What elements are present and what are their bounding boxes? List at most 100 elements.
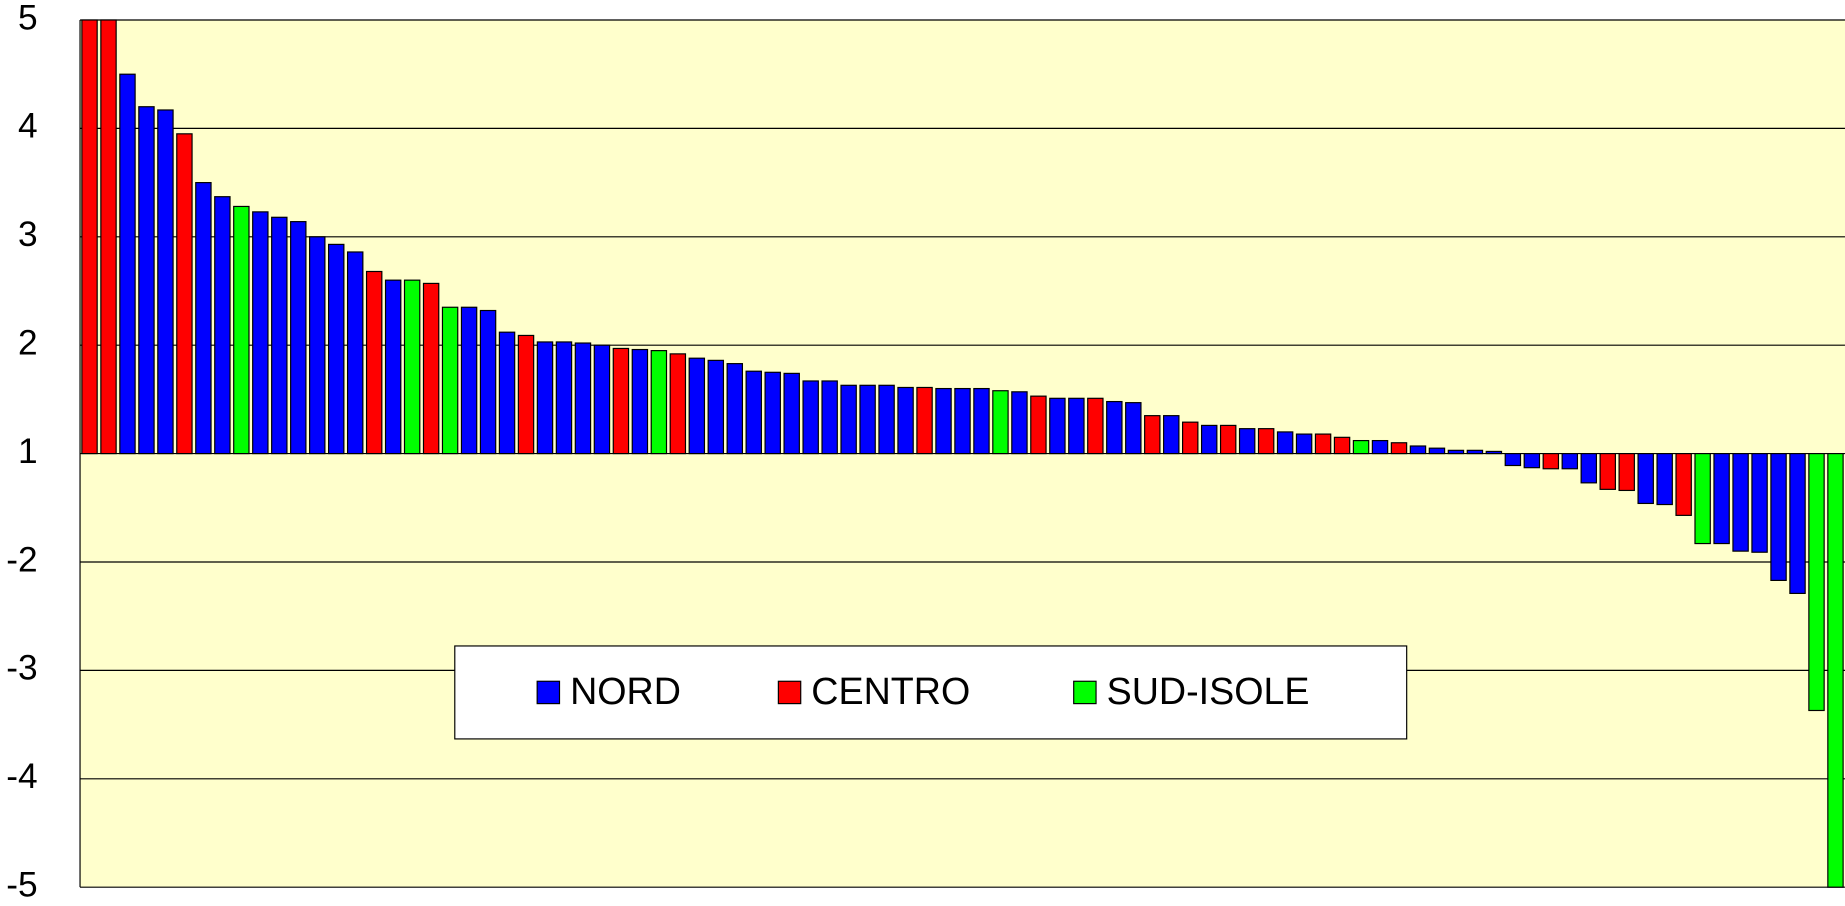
bar: [1106, 400, 1123, 455]
legend-label: CENTRO: [811, 670, 970, 712]
bar: [1580, 453, 1598, 484]
bar: [1656, 453, 1673, 506]
bar: [1371, 439, 1389, 455]
bar: [1466, 449, 1484, 455]
bar: [1030, 395, 1047, 455]
bar: [1789, 453, 1806, 595]
bar: [1808, 453, 1825, 712]
bar: [954, 387, 971, 455]
bar: [1409, 445, 1427, 455]
y-tick-label: -5: [6, 866, 37, 905]
bar: [1163, 415, 1180, 455]
y-tick-label: 5: [18, 0, 38, 37]
bar: [195, 182, 212, 455]
bar: [764, 371, 781, 455]
bar: [536, 341, 554, 455]
bar: [821, 380, 838, 455]
y-tick-label: -4: [6, 757, 37, 796]
bar: [631, 348, 649, 455]
bar: [233, 205, 250, 455]
legend-box: [454, 645, 1408, 740]
bar: [1542, 453, 1560, 470]
bar: [1713, 453, 1730, 545]
bar: [81, 19, 98, 455]
bar: [1770, 453, 1787, 582]
bar: [1523, 453, 1541, 469]
bar: [1428, 447, 1446, 455]
bar: [726, 363, 744, 455]
bar: [593, 344, 611, 455]
legend-label: NORD: [570, 670, 681, 712]
bar: [1694, 453, 1711, 545]
bar: [1390, 442, 1408, 455]
bar: [479, 309, 497, 455]
bar: [897, 386, 914, 455]
bar: [1049, 397, 1066, 455]
y-tick-label: 2: [18, 324, 38, 363]
bar: [1352, 439, 1370, 455]
bar: [1447, 449, 1465, 455]
bar: [1827, 453, 1844, 888]
bar: [1485, 450, 1503, 455]
bar: [745, 370, 762, 455]
bar: [460, 306, 478, 455]
bar: [157, 109, 174, 455]
bar: [555, 341, 573, 455]
legend-swatch: [1073, 680, 1097, 705]
legend-swatch: [536, 680, 561, 705]
bar: [498, 331, 516, 455]
bar: [1182, 421, 1199, 455]
bar: [346, 251, 364, 455]
bar: [992, 390, 1009, 455]
bar: [138, 106, 155, 455]
y-tick-label: 3: [18, 215, 38, 254]
bar: [252, 211, 269, 455]
bar: [1314, 433, 1332, 455]
bar: [935, 387, 952, 455]
y-tick-label: 1: [18, 432, 38, 471]
bar: [1561, 453, 1579, 470]
bar: [1295, 433, 1313, 455]
y-tick-label: -3: [6, 649, 37, 688]
bar: [365, 270, 383, 455]
bar: [612, 347, 630, 455]
bar: [1219, 424, 1237, 455]
bar: [973, 387, 990, 455]
bar: [214, 196, 231, 455]
bar: [422, 282, 440, 455]
bar: [650, 350, 668, 455]
bar: [1144, 415, 1161, 455]
bar: [1200, 424, 1218, 455]
bar: [328, 243, 345, 455]
bar: [707, 359, 725, 455]
bar: [517, 334, 535, 455]
bar: [441, 306, 459, 455]
bar: [878, 384, 895, 455]
y-tick-label: -2: [6, 540, 37, 579]
bar: [859, 384, 876, 455]
y-tick-label: 4: [18, 107, 38, 146]
bar: [574, 342, 592, 455]
bar: [1333, 436, 1351, 455]
bar: [176, 133, 193, 455]
bar: [669, 353, 687, 455]
bar: [1504, 453, 1522, 467]
legend-label: SUD-ISOLE: [1107, 670, 1310, 712]
bar: [403, 279, 421, 455]
bar: [688, 357, 706, 455]
bar: [1751, 453, 1768, 553]
bar: [309, 236, 326, 455]
bar: [1257, 428, 1275, 455]
bar: [1276, 431, 1294, 455]
bar: [290, 221, 307, 455]
bar: [840, 384, 857, 455]
bar: [783, 372, 800, 455]
bar: [1125, 402, 1142, 455]
legend-swatch: [777, 680, 802, 705]
bar: [384, 279, 402, 455]
bar: [119, 73, 136, 455]
bar: [1011, 391, 1028, 455]
bar: [1599, 453, 1616, 490]
bar: [1238, 428, 1256, 455]
